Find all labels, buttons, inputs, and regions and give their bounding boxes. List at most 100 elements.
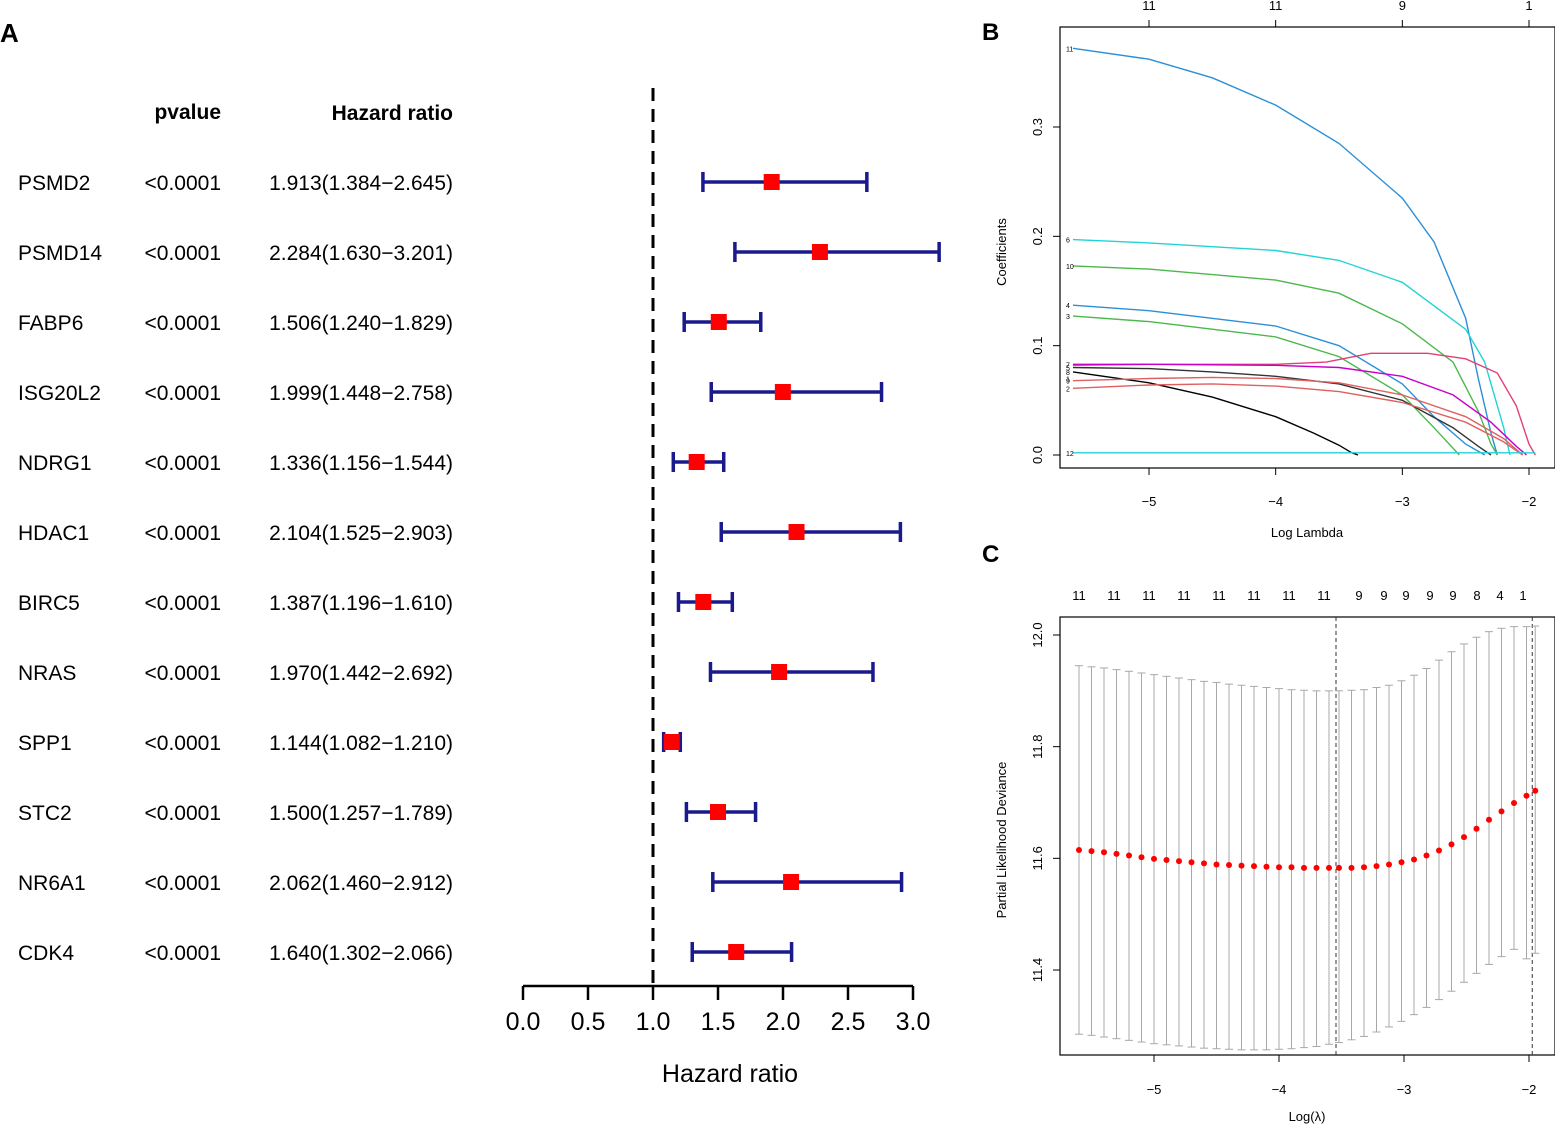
deviance-point: [1511, 800, 1517, 807]
path-label: 5: [1066, 366, 1070, 373]
forest-x-tick-label: 2.5: [831, 1008, 866, 1036]
hazard-ratio-point: [783, 874, 800, 890]
deviance-point: [1326, 864, 1332, 871]
gene-label: NR6A1: [18, 872, 86, 895]
coefficient-path: [1072, 304, 1486, 456]
plot-b-y-axis-label: Coefficients: [994, 218, 1009, 286]
forest-row: HDAC1 <0.0001 2.104(1.525−2.903): [18, 522, 903, 545]
hazard-ratio-header: Hazard ratio: [332, 102, 453, 125]
b-x-tick-label: −5: [1142, 494, 1157, 509]
c-top-label: 11: [1107, 588, 1121, 603]
hazard-ratio-point: [763, 174, 780, 190]
path-label: 8: [1066, 370, 1070, 377]
hazard-ratio-point: [774, 384, 791, 400]
b-y-tick-label: 0.3: [1030, 118, 1045, 136]
plot-c-x-axis-label: Log(λ): [1289, 1109, 1326, 1124]
forest-x-tick-label: 1.5: [701, 1008, 736, 1036]
gene-label: PSMD2: [18, 172, 90, 195]
deviance-point: [1301, 864, 1307, 871]
path-label: 11: [1066, 46, 1073, 53]
hazard-ratio-cell: 1.970(1.442−2.692): [269, 662, 453, 685]
plot-c-frame: [1059, 616, 1555, 1056]
deviance-point: [1126, 852, 1132, 859]
gene-label: SPP1: [18, 732, 72, 755]
deviance-point: [1076, 846, 1082, 853]
b-top-tick-label: 1: [1525, 0, 1532, 13]
c-top-label: 9: [1402, 588, 1409, 603]
deviance-point: [1288, 864, 1295, 871]
deviance-point: [1411, 856, 1417, 863]
deviance-point: [1373, 863, 1380, 870]
gene-label: NRAS: [18, 662, 76, 685]
c-top-label: 9: [1355, 588, 1362, 603]
c-top-label: 9: [1380, 588, 1387, 603]
b-top-tick-label: 11: [1269, 0, 1283, 13]
gene-label: ISG20L2: [18, 382, 101, 405]
path-label: 9: [1066, 379, 1070, 386]
forest-x-tick-label: 1.0: [636, 1008, 671, 1036]
deviance-point: [1101, 849, 1107, 856]
gene-label: HDAC1: [18, 522, 89, 545]
forest-row: BIRC5 <0.0001 1.387(1.196−1.610): [18, 592, 735, 615]
forest-row: NR6A1 <0.0001 2.062(1.460−2.912): [18, 872, 904, 895]
c-top-label: 9: [1426, 588, 1433, 603]
hazard-ratio-point: [695, 594, 712, 610]
hazard-ratio-cell: 1.336(1.156−1.544): [269, 452, 453, 475]
hazard-ratio-cell: 2.104(1.525−2.903): [269, 522, 453, 545]
c-top-label: 4: [1496, 588, 1503, 603]
c-y-tick-label: 11.6: [1030, 846, 1045, 870]
hazard-ratio-point: [771, 664, 788, 680]
b-x-tick-label: −3: [1395, 494, 1410, 509]
deviance-point: [1088, 848, 1095, 855]
deviance-point: [1348, 864, 1355, 871]
forest-row: FABP6 <0.0001 1.506(1.240−1.829): [18, 312, 763, 335]
c-top-label: 11: [1247, 588, 1261, 603]
deviance-point: [1361, 864, 1367, 871]
b-y-tick-label: 0.0: [1030, 446, 1045, 464]
deviance-point: [1213, 861, 1220, 868]
c-x-tick-label: −4: [1272, 1082, 1287, 1097]
deviance-point: [1251, 863, 1257, 870]
pvalue-cell: <0.0001: [145, 522, 222, 545]
b-y-tick-label: 0.2: [1030, 227, 1045, 245]
deviance-point: [1238, 862, 1245, 869]
path-label: 12: [1066, 451, 1074, 458]
forest-row: SPP1 <0.0001 1.144(1.082−1.210): [18, 732, 683, 755]
deviance-point: [1313, 864, 1320, 871]
pvalue-cell: <0.0001: [145, 942, 222, 965]
deviance-point: [1498, 808, 1505, 815]
b-x-tick-label: −4: [1268, 494, 1283, 509]
pvalue-cell: <0.0001: [145, 592, 222, 615]
forest-plot: pvalue Hazard ratio PSMD2 <0.0001 1.913(1.…: [18, 88, 941, 1088]
pvalue-cell: <0.0001: [145, 172, 222, 195]
forest-x-tick-label: 0.0: [506, 1008, 541, 1036]
hazard-ratio-cell: 1.506(1.240−1.829): [269, 312, 453, 335]
hazard-ratio-point: [811, 244, 828, 260]
hazard-ratio-point: [728, 944, 745, 960]
path-label: 7: [1066, 362, 1070, 369]
pvalue-cell: <0.0001: [145, 382, 222, 405]
deviance-point: [1113, 850, 1120, 857]
c-top-label: 9: [1449, 588, 1456, 603]
coefficient-path: [1072, 315, 1460, 456]
hazard-ratio-point: [710, 804, 726, 820]
hazard-ratio-cell: 1.500(1.257−1.789): [269, 802, 453, 825]
pvalue-header: pvalue: [154, 101, 221, 124]
deviance-point: [1461, 834, 1467, 841]
forest-row: CDK4 <0.0001 1.640(1.302−2.066): [18, 942, 794, 965]
pvalue-cell: <0.0001: [145, 312, 222, 335]
pvalue-cell: <0.0001: [145, 802, 222, 825]
hazard-ratio-cell: 2.284(1.630−3.201): [269, 242, 453, 265]
c-top-label: 8: [1473, 588, 1480, 603]
c-top-label: 11: [1212, 588, 1226, 603]
pvalue-cell: <0.0001: [145, 872, 222, 895]
coefficient-path: [1072, 238, 1511, 456]
gene-label: STC2: [18, 802, 72, 825]
hazard-ratio-point: [710, 314, 727, 330]
deviance-point: [1276, 864, 1282, 871]
c-y-tick-label: 12.0: [1030, 622, 1045, 647]
deviance-point: [1486, 816, 1492, 823]
path-label: 2: [1066, 386, 1070, 393]
